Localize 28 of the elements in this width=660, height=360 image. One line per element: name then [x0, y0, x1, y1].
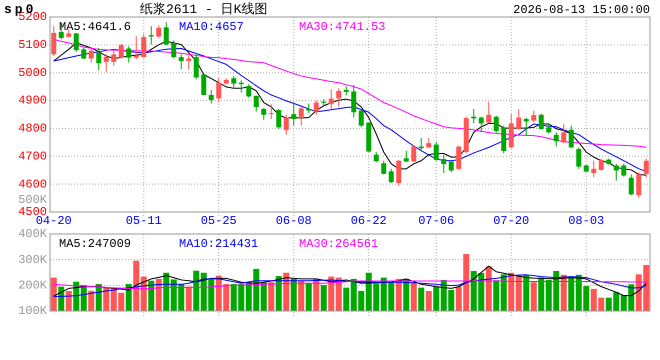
- y-tick-label: 4900: [18, 94, 47, 108]
- y-tick-label: 5000: [18, 66, 47, 80]
- y-tick-label: 4600: [18, 177, 47, 192]
- y-tick-label: 4800: [18, 122, 47, 136]
- y-tick-label: 5100: [18, 38, 47, 52]
- x-tick-label: 06-22: [350, 214, 387, 228]
- series-label: MA10:4657: [179, 20, 244, 34]
- text: MA30:264561: [299, 237, 378, 252]
- line-series: [53, 266, 647, 297]
- text: MA10:214431: [179, 237, 258, 252]
- line-series: [53, 274, 647, 298]
- x-tick-label: 05-11: [126, 214, 162, 228]
- y-tick-label: 400K: [18, 227, 48, 242]
- y-tick-label: 100K: [18, 304, 48, 318]
- chart-title: 纸浆2611 - 日K线图: [140, 2, 268, 17]
- x-tick-label: 07-06: [418, 214, 454, 228]
- x-tick-label: 07-20: [493, 214, 530, 228]
- x-tick-label: 05-25: [200, 214, 237, 228]
- y-tick-label: 300K: [18, 252, 48, 267]
- text: MA30:4741.53: [299, 20, 386, 34]
- line-series: [53, 280, 647, 290]
- text: 500K: [18, 193, 48, 208]
- annotation: 2026-08-13 15:00:00: [513, 3, 650, 17]
- y-tick-label: 200K: [18, 278, 48, 293]
- y-tick-label: 4700: [18, 149, 47, 164]
- x-tick-label: 08-03: [568, 214, 604, 228]
- text: MA5:247009: [59, 237, 132, 252]
- x-tick-label: 06-08: [276, 214, 312, 228]
